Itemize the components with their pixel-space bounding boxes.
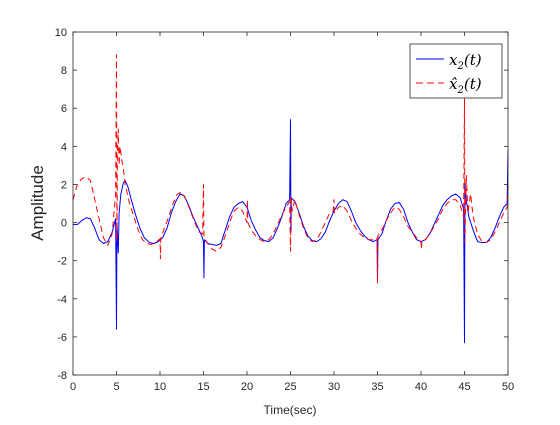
legend-label-x2-hat: x̂2(t) — [449, 75, 482, 96]
y-tick-label: -2 — [57, 256, 67, 268]
y-tick-label: -8 — [57, 370, 67, 382]
y-tick-label: 4 — [61, 141, 67, 153]
y-tick-label: 6 — [61, 103, 67, 115]
y-tick-label: 0 — [61, 218, 67, 230]
x-tick-label: 5 — [113, 381, 119, 393]
legend-label-x2: x2(t) — [449, 51, 482, 72]
legend-label-x2-hat-sub: 2 — [456, 85, 463, 96]
x-tick-label: 35 — [371, 381, 383, 393]
legend-label-x2-main: x — [449, 51, 458, 69]
legend: x2(t) x̂2(t) — [409, 43, 503, 99]
legend-label-x2-sub: 2 — [456, 61, 463, 72]
x-tick-label: 25 — [284, 381, 296, 393]
x-tick-label: 40 — [415, 381, 427, 393]
x-tick-label: 45 — [458, 381, 470, 393]
y-tick-label: 8 — [61, 65, 67, 77]
x-tick-label: 20 — [241, 381, 253, 393]
legend-label-x2-hat-main: x̂ — [449, 75, 458, 93]
y-tick-label: 2 — [61, 179, 67, 191]
series-line-x2 — [73, 119, 509, 344]
y-axis-label: Amplitude — [28, 165, 47, 241]
series-line-x2-hat — [72, 54, 509, 285]
x-tick-label: 0 — [70, 381, 76, 393]
x-axis-label: Time(sec) — [264, 403, 317, 417]
legend-box — [409, 43, 503, 99]
ticks-layer: 0 5 10 15 20 25 30 35 40 45 50 -8 -6 -4 -2 0 2 4 6 8 10 — [55, 27, 514, 393]
x-tick-label: 15 — [197, 381, 209, 393]
x-tick-label: 30 — [328, 381, 340, 393]
y-tick-label: -4 — [57, 294, 67, 306]
legend-label-x2-arg: (t) — [464, 51, 482, 69]
x-tick-label: 50 — [502, 381, 514, 393]
legend-label-x2-hat-arg: (t) — [464, 75, 482, 93]
series-layer — [72, 54, 509, 344]
y-tick-label: -6 — [57, 332, 67, 344]
x-tick-label: 10 — [154, 381, 166, 393]
y-tick-label: 10 — [55, 27, 67, 39]
